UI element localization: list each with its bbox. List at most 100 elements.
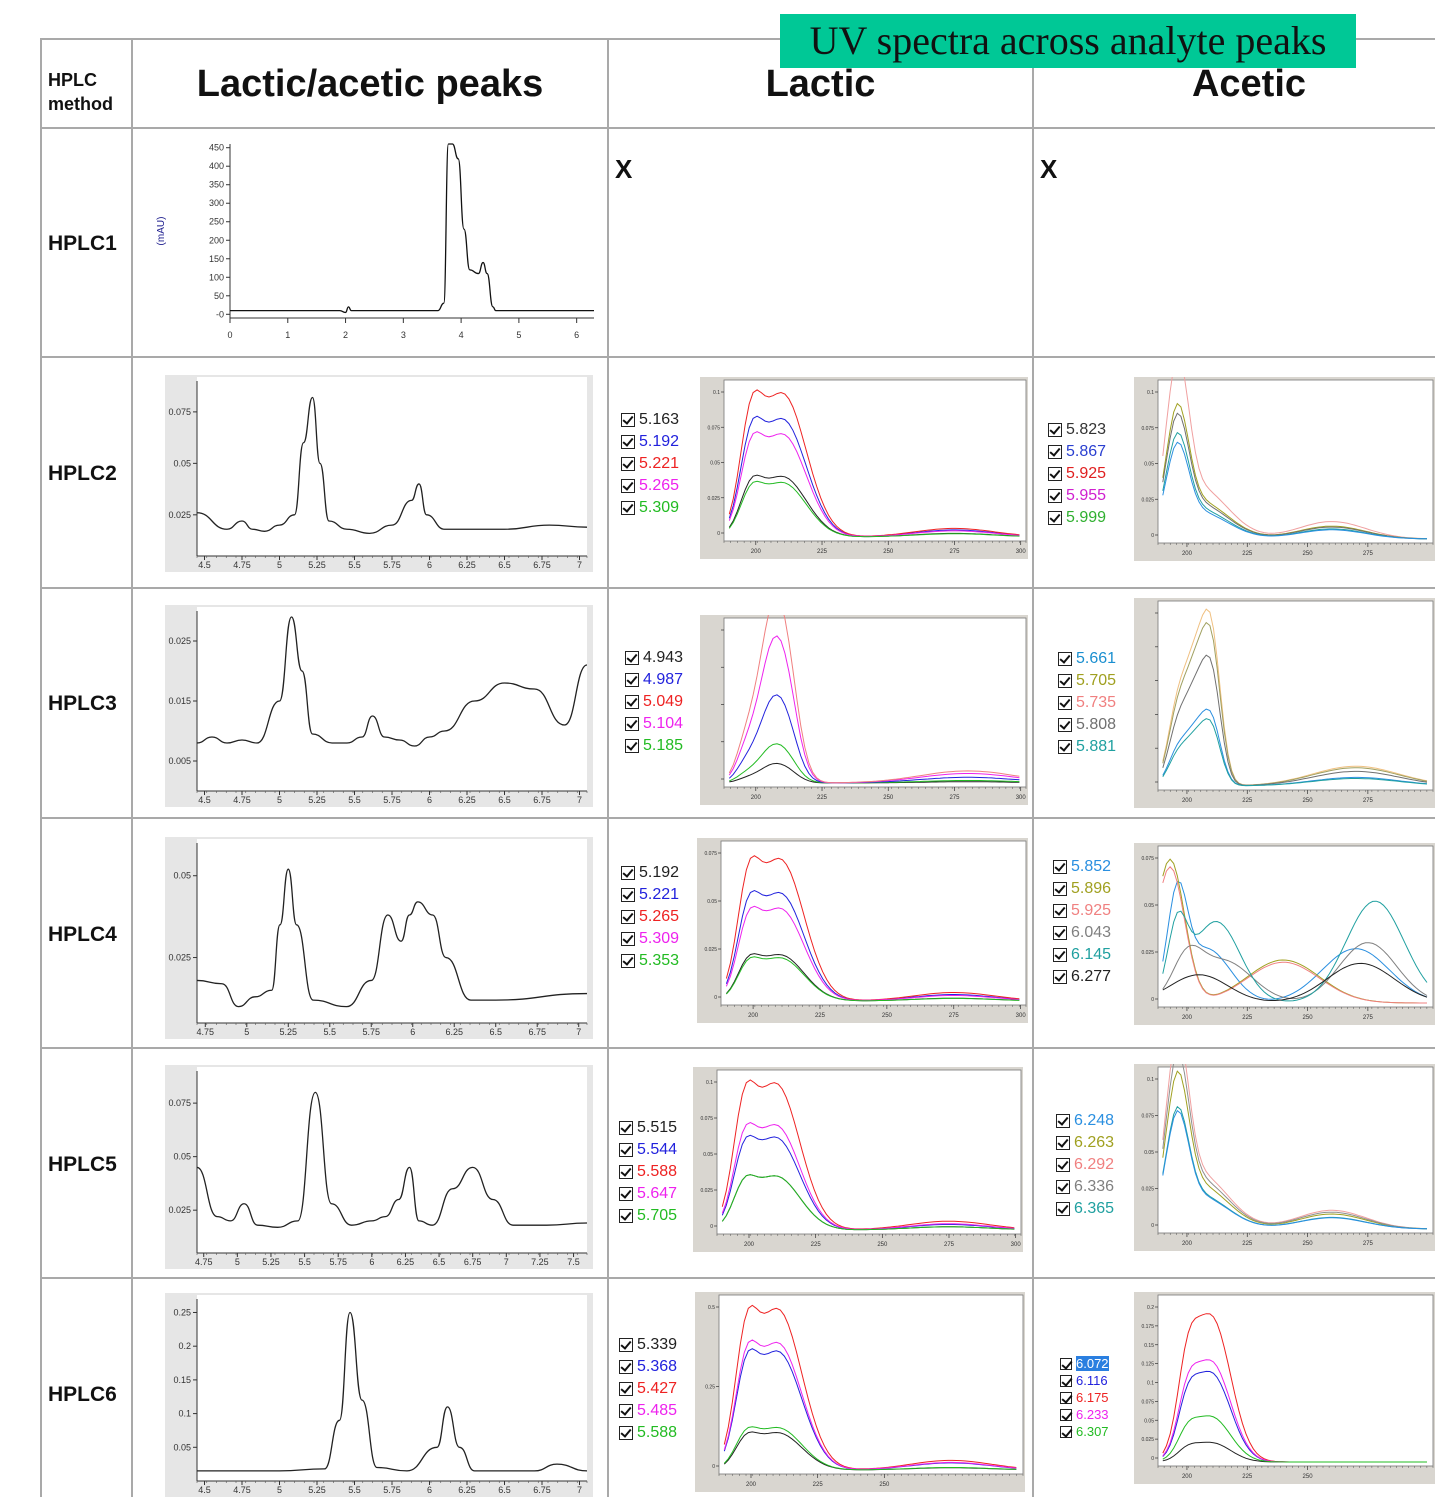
checkbox-checked-icon[interactable] [1056,1180,1070,1194]
legend-checkbox-item[interactable]: 6.307 [1060,1423,1109,1440]
checkbox-checked-icon[interactable] [1058,652,1072,666]
checkbox-checked-icon[interactable] [625,695,639,709]
checkbox-checked-icon[interactable] [1056,1202,1070,1216]
checkbox-checked-icon[interactable] [1060,1408,1072,1421]
checkbox-checked-icon[interactable] [621,888,635,902]
checkbox-checked-icon[interactable] [619,1382,633,1396]
checkbox-checked-icon[interactable] [1060,1425,1072,1438]
checkbox-checked-icon[interactable] [619,1143,633,1157]
legend-checkbox-item[interactable]: 6.145 [1053,944,1111,966]
checkbox-checked-icon[interactable] [625,651,639,665]
legend-checkbox-item[interactable]: 5.221 [621,884,679,906]
legend-checkbox-item[interactable]: 5.192 [621,431,679,453]
legend-checkbox-item[interactable]: 5.265 [621,906,679,928]
legend-checkbox-item[interactable]: 5.896 [1053,878,1111,900]
checkbox-checked-icon[interactable] [621,413,635,427]
checkbox-checked-icon[interactable] [1053,926,1067,940]
checkbox-checked-icon[interactable] [1048,511,1062,525]
checkbox-checked-icon[interactable] [619,1404,633,1418]
checkbox-checked-icon[interactable] [1060,1391,1072,1404]
legend-checkbox-item[interactable]: 6.072 [1060,1355,1109,1372]
checkbox-checked-icon[interactable] [1053,948,1067,962]
legend-checkbox-item[interactable]: 5.544 [619,1139,677,1161]
legend-checkbox-item[interactable]: 5.735 [1058,692,1116,714]
legend-checkbox-item[interactable]: 5.353 [621,950,679,972]
checkbox-checked-icon[interactable] [1056,1136,1070,1150]
legend-checkbox-item[interactable]: 6.233 [1060,1406,1109,1423]
checkbox-checked-icon[interactable] [1053,904,1067,918]
legend-checkbox-item[interactable]: 5.705 [1058,670,1116,692]
legend-checkbox-item[interactable]: 5.049 [625,691,683,713]
legend-checkbox-item[interactable]: 5.221 [621,453,679,475]
legend-checkbox-item[interactable]: 5.999 [1048,507,1106,529]
legend-checkbox-item[interactable]: 5.705 [619,1205,677,1227]
legend-checkbox-item[interactable]: 5.368 [619,1356,677,1378]
checkbox-checked-icon[interactable] [1048,489,1062,503]
legend-checkbox-item[interactable]: 5.427 [619,1378,677,1400]
legend-checkbox-item[interactable]: 6.292 [1056,1154,1114,1176]
checkbox-checked-icon[interactable] [1058,696,1072,710]
checkbox-checked-icon[interactable] [621,435,635,449]
legend-checkbox-item[interactable]: 5.647 [619,1183,677,1205]
checkbox-checked-icon[interactable] [621,932,635,946]
legend-checkbox-item[interactable]: 5.515 [619,1117,677,1139]
checkbox-checked-icon[interactable] [621,479,635,493]
checkbox-checked-icon[interactable] [621,457,635,471]
checkbox-checked-icon[interactable] [1060,1357,1072,1370]
legend-checkbox-item[interactable]: 6.116 [1060,1372,1109,1389]
checkbox-checked-icon[interactable] [619,1165,633,1179]
checkbox-checked-icon[interactable] [1060,1374,1072,1387]
legend-checkbox-item[interactable]: 6.043 [1053,922,1111,944]
checkbox-checked-icon[interactable] [619,1338,633,1352]
legend-checkbox-item[interactable]: 5.881 [1058,736,1116,758]
checkbox-checked-icon[interactable] [1058,740,1072,754]
legend-checkbox-item[interactable]: 5.852 [1053,856,1111,878]
checkbox-checked-icon[interactable] [619,1360,633,1374]
checkbox-checked-icon[interactable] [1053,860,1067,874]
legend-checkbox-item[interactable]: 4.943 [625,647,683,669]
legend-checkbox-item[interactable]: 4.987 [625,669,683,691]
legend-checkbox-item[interactable]: 5.925 [1053,900,1111,922]
checkbox-checked-icon[interactable] [1048,445,1062,459]
legend-checkbox-item[interactable]: 6.175 [1060,1389,1109,1406]
checkbox-checked-icon[interactable] [621,501,635,515]
checkbox-checked-icon[interactable] [625,717,639,731]
legend-checkbox-item[interactable]: 5.588 [619,1422,677,1444]
legend-checkbox-item[interactable]: 5.104 [625,713,683,735]
legend-checkbox-item[interactable]: 5.192 [621,862,679,884]
checkbox-checked-icon[interactable] [1053,970,1067,984]
legend-checkbox-item[interactable]: 5.808 [1058,714,1116,736]
legend-checkbox-item[interactable]: 6.263 [1056,1132,1114,1154]
legend-checkbox-item[interactable]: 5.925 [1048,463,1106,485]
legend-checkbox-item[interactable]: 5.339 [619,1334,677,1356]
legend-checkbox-item[interactable]: 6.248 [1056,1110,1114,1132]
legend-checkbox-item[interactable]: 5.867 [1048,441,1106,463]
checkbox-checked-icon[interactable] [619,1209,633,1223]
checkbox-checked-icon[interactable] [1048,467,1062,481]
legend-checkbox-item[interactable]: 6.336 [1056,1176,1114,1198]
checkbox-checked-icon[interactable] [625,673,639,687]
checkbox-checked-icon[interactable] [625,739,639,753]
legend-checkbox-item[interactable]: 5.955 [1048,485,1106,507]
checkbox-checked-icon[interactable] [619,1121,633,1135]
checkbox-checked-icon[interactable] [1058,674,1072,688]
legend-checkbox-item[interactable]: 5.185 [625,735,683,757]
legend-checkbox-item[interactable]: 5.485 [619,1400,677,1422]
legend-checkbox-item[interactable]: 5.823 [1048,419,1106,441]
checkbox-checked-icon[interactable] [621,910,635,924]
legend-checkbox-item[interactable]: 5.588 [619,1161,677,1183]
checkbox-checked-icon[interactable] [1053,882,1067,896]
checkbox-checked-icon[interactable] [1058,718,1072,732]
legend-checkbox-item[interactable]: 6.365 [1056,1198,1114,1220]
legend-checkbox-item[interactable]: 5.309 [621,497,679,519]
checkbox-checked-icon[interactable] [1048,423,1062,437]
legend-checkbox-item[interactable]: 6.277 [1053,966,1111,988]
checkbox-checked-icon[interactable] [621,954,635,968]
legend-checkbox-item[interactable]: 5.309 [621,928,679,950]
checkbox-checked-icon[interactable] [1056,1158,1070,1172]
checkbox-checked-icon[interactable] [621,866,635,880]
legend-checkbox-item[interactable]: 5.265 [621,475,679,497]
checkbox-checked-icon[interactable] [619,1426,633,1440]
checkbox-checked-icon[interactable] [1056,1114,1070,1128]
legend-checkbox-item[interactable]: 5.661 [1058,648,1116,670]
